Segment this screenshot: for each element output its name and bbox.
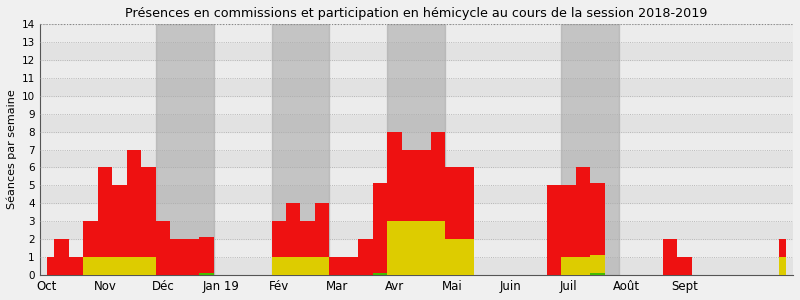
Bar bbox=[387, 24, 446, 275]
Bar bbox=[156, 24, 214, 275]
Title: Présences en commissions et participation en hémicycle au cours de la session 20: Présences en commissions et participatio… bbox=[126, 7, 707, 20]
Bar bbox=[40, 221, 793, 239]
Bar bbox=[40, 96, 793, 114]
Bar bbox=[40, 24, 793, 42]
Bar bbox=[40, 42, 793, 60]
Bar bbox=[40, 167, 793, 185]
Bar bbox=[40, 149, 793, 167]
Bar bbox=[40, 257, 793, 275]
Bar bbox=[271, 24, 330, 275]
Bar bbox=[40, 60, 793, 78]
Bar bbox=[40, 239, 793, 257]
Bar bbox=[40, 203, 793, 221]
Bar bbox=[40, 185, 793, 203]
Bar bbox=[40, 78, 793, 96]
Bar bbox=[562, 24, 619, 275]
Bar bbox=[40, 132, 793, 149]
Bar bbox=[40, 114, 793, 132]
Y-axis label: Séances par semaine: Séances par semaine bbox=[7, 90, 18, 209]
